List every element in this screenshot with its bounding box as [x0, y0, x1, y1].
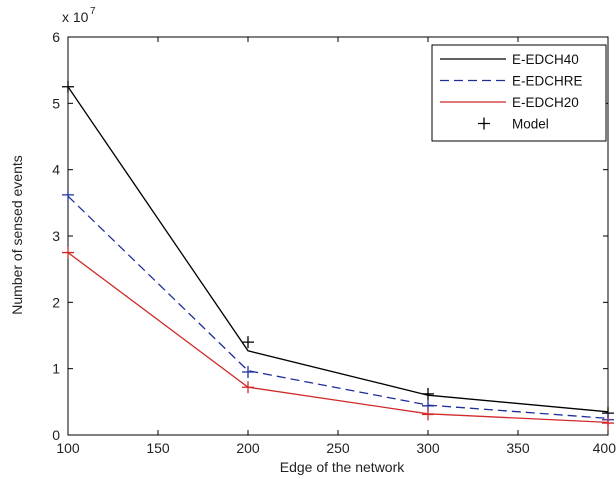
series-line-e-edch20 — [67, 252, 609, 424]
legend-box — [431, 44, 607, 142]
y-tick-label-4: 4 — [52, 162, 60, 178]
x-tick-label-150: 150 — [146, 440, 170, 456]
y-tick-label-0: 0 — [52, 427, 60, 443]
model-marker-8 — [62, 246, 74, 259]
model-marker-10 — [422, 408, 434, 421]
model-marker-2 — [422, 387, 434, 400]
model-marker-11 — [602, 417, 614, 430]
y-tick-label-6: 6 — [52, 29, 60, 45]
y-multiplier-base: x 10 — [62, 9, 89, 25]
x-tick-label-300: 300 — [416, 440, 440, 456]
y-tick-label-3: 3 — [52, 228, 60, 244]
y-tick-label-1: 1 — [52, 361, 60, 377]
legend-label-e-edch20: E-EDCH20 — [512, 95, 579, 110]
x-axis-title: Edge of the network — [280, 459, 406, 475]
model-marker-9 — [242, 381, 254, 394]
y-axis-title: Number of sensed events — [9, 155, 25, 315]
model-marker-5 — [242, 365, 254, 378]
x-tick-label-250: 250 — [326, 440, 350, 456]
x-tick-label-400: 400 — [593, 440, 616, 456]
x-tick-label-350: 350 — [506, 440, 530, 456]
x-tick-label-100: 100 — [56, 440, 80, 456]
legend-label-model: Model — [512, 117, 549, 132]
y-multiplier-exponent: 7 — [90, 6, 96, 17]
y-tick-label-2: 2 — [52, 294, 60, 310]
legend-swatch-model — [478, 117, 490, 130]
legend-label-e-edchre: E-EDCHRE — [512, 74, 583, 89]
model-marker-0 — [62, 80, 74, 93]
y-tick-label-5: 5 — [52, 95, 60, 111]
legend-label-e-edch40: E-EDCH40 — [512, 52, 579, 67]
model-marker-4 — [62, 188, 74, 201]
series-line-e-edchre — [67, 195, 609, 420]
series-line-e-edch40 — [67, 86, 609, 413]
x-tick-label-200: 200 — [236, 440, 260, 456]
model-marker-1 — [242, 336, 254, 349]
